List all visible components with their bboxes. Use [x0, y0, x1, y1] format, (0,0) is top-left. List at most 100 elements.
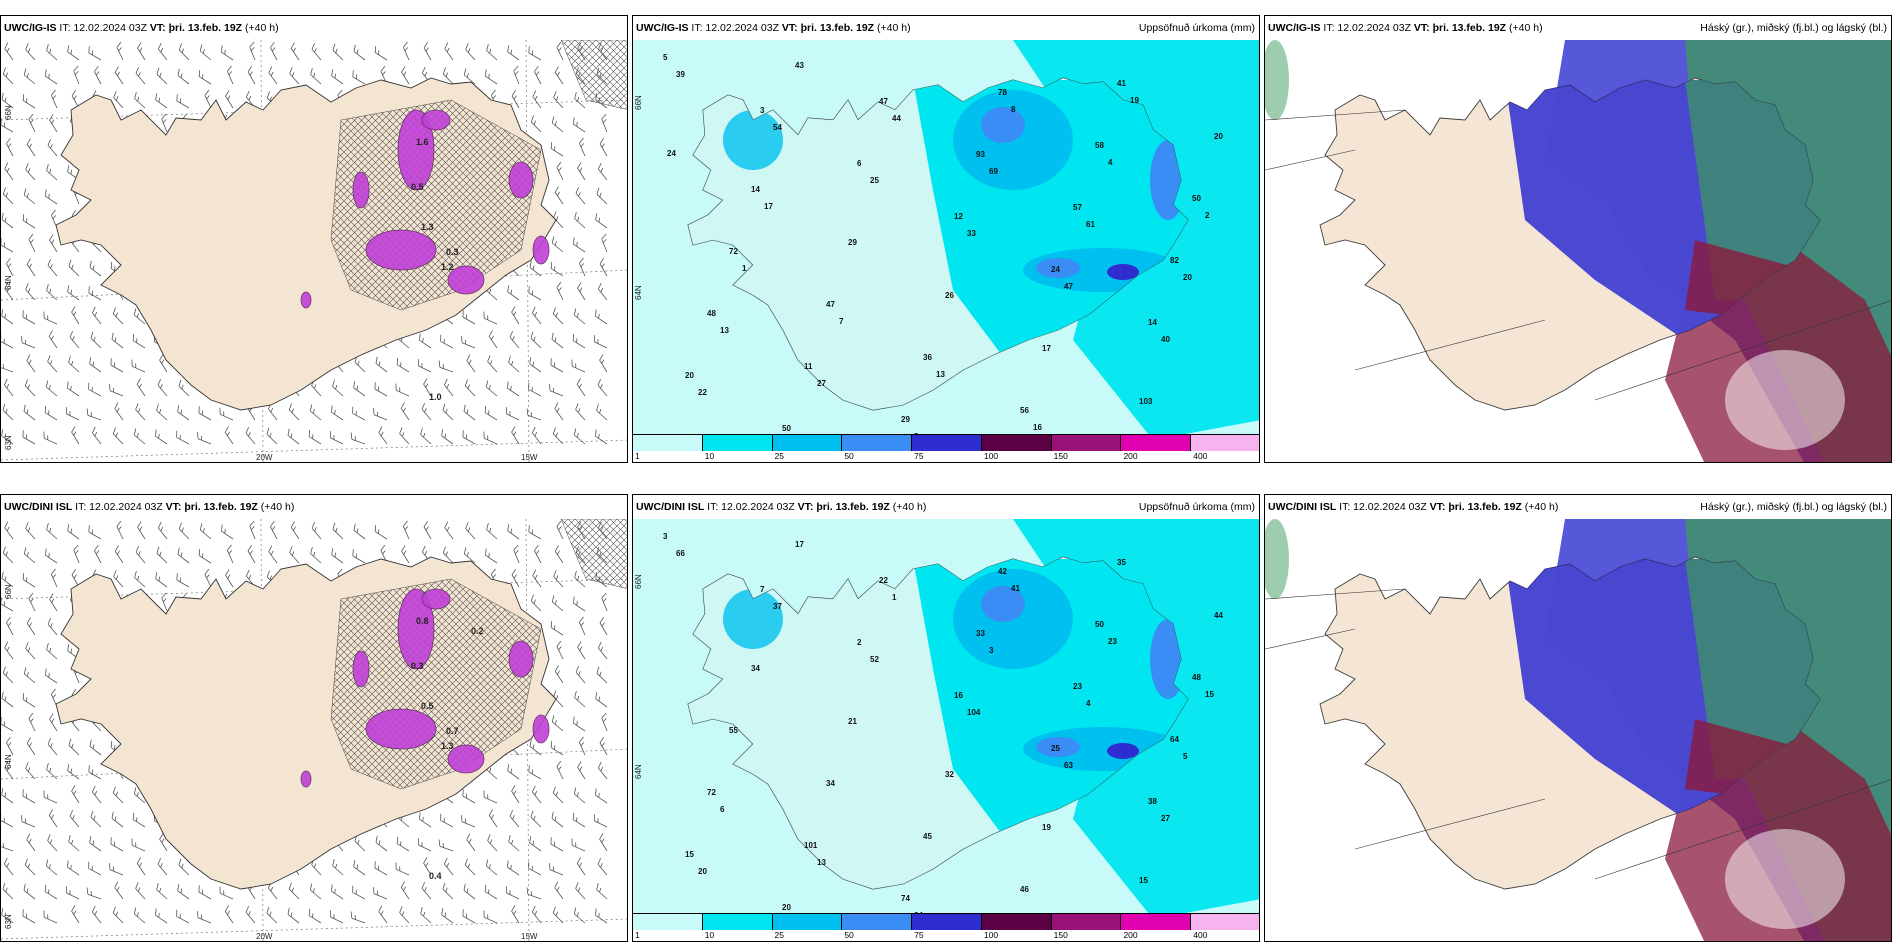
model-name: UWC/IG-IS	[4, 22, 57, 34]
snow-value-label: 1.2	[441, 262, 454, 272]
precip-value: 5	[1183, 752, 1188, 761]
precip-value: 22	[698, 388, 707, 397]
latitude-labels: 66N 64N 63N	[4, 105, 13, 450]
valid-time: VT: þri. 13.feb. 19Z	[781, 22, 875, 34]
colorbar-tick-label: 100	[983, 451, 999, 461]
precip-colorbar: 1 10 25 50 75 100 150 200 400	[633, 434, 1259, 462]
model-name: UWC/IG-IS	[636, 22, 689, 34]
colorbar-swatch	[1191, 914, 1259, 930]
init-time: IT: 12.02.2024 03Z	[688, 22, 782, 34]
colorbar-swatches	[633, 434, 1259, 451]
snow-value-label: 1.3	[421, 222, 434, 232]
precip-value: 36	[923, 353, 932, 362]
snow-value-label: 1.3	[441, 741, 454, 751]
precip-value: 41	[1011, 584, 1020, 593]
map-panel-wind: UWC/DINI ISL IT: 12.02.2024 03Z VT: þri.…	[0, 494, 628, 942]
init-time: IT: 12.02.2024 03Z	[704, 501, 798, 513]
snow-value-label: 0.3	[411, 661, 424, 671]
precip-value: 69	[989, 167, 998, 176]
colorbar-tick-label: 400	[1193, 930, 1208, 940]
colorbar-tick-label: 75	[914, 451, 924, 461]
colorbar-swatch	[1121, 435, 1192, 451]
panel-header: UWC/IG-IS IT: 12.02.2024 03Z VT: þri. 13…	[1265, 16, 1891, 40]
precip-value: 3	[760, 106, 765, 115]
colorbar-swatch	[633, 914, 703, 930]
colorbar-swatch	[633, 435, 703, 451]
precip-value: 4	[1108, 158, 1113, 167]
snow-labels: 1.0 0.5 1.3 1.6 1.2 0.3	[411, 137, 459, 402]
valid-time: VT: þri. 13.feb. 19Z	[149, 22, 243, 34]
precip-value: 12	[954, 212, 963, 221]
model-name: UWC/DINI ISL	[4, 501, 73, 513]
precip-value: 45	[923, 832, 932, 841]
precip-value: 3	[989, 646, 994, 655]
precip-value: 101	[804, 841, 818, 850]
precip-value: 35	[1117, 558, 1126, 567]
precip-value: 1	[892, 593, 897, 602]
field-title: Háský (gr.), miðský (fj.bl.) og lágský (…	[1700, 501, 1887, 513]
colorbar-tick-label: 10	[704, 930, 715, 940]
snow-labels: 0.4 0.3 0.5 0.8 1.3 0.7 0.2	[411, 616, 484, 881]
map-canvas: 0.4 0.3 0.5 0.8 1.3 0.7 0.2 20W 15W 66N 64N 63N	[1, 519, 627, 941]
latitude-label: 64N	[634, 764, 643, 779]
colorbar-tick-label: 50	[844, 930, 854, 940]
colorbar-swatch	[772, 435, 843, 451]
colorbar-swatch	[1191, 435, 1259, 451]
colorbar-tick-label: 1	[635, 451, 640, 461]
precip-value: 26	[945, 291, 954, 300]
precip-value: 44	[1214, 611, 1223, 620]
colorbar-swatch	[981, 914, 1052, 930]
latitude-label: 63N	[4, 914, 13, 929]
valid-time: VT: þri. 13.feb. 19Z	[797, 501, 890, 513]
lead-time: (+40 h)	[257, 501, 295, 513]
field-title: Uppsöfnuð úrkoma (mm)	[1138, 501, 1255, 513]
colorbar-swatch	[1051, 435, 1122, 451]
latitude-labels: 66N 64N 63N	[4, 584, 13, 929]
precip-value: 57	[1073, 203, 1082, 212]
precip-value: 6	[857, 159, 862, 168]
precip-value: 33	[967, 229, 976, 238]
panel-header: UWC/IG-IS IT: 12.02.2024 03Z VT: þri. 13…	[633, 16, 1259, 40]
model-name: UWC/DINI ISL	[636, 501, 705, 513]
precip-value: 29	[901, 415, 910, 424]
map-panel-cloud: UWC/DINI ISL IT: 12.02.2024 03Z VT: þri.…	[1264, 494, 1892, 942]
snow-value-label: 0.5	[411, 182, 424, 192]
precip-value: 14	[1148, 318, 1157, 327]
precip-value: 4	[1086, 699, 1091, 708]
precip-value: 16	[1033, 423, 1042, 432]
latitude-label: 64N	[4, 275, 13, 290]
init-time: IT: 12.02.2024 03Z	[1336, 501, 1430, 513]
precip-value: 20	[685, 371, 694, 380]
map-canvas: 1.0 0.5 1.3 1.6 1.2 0.3 20W 15W 66N 64N 63N	[1, 40, 627, 462]
precip-value: 24	[667, 149, 676, 158]
precip-value: 47	[879, 97, 888, 106]
colorbar-tick-label: 1	[635, 930, 640, 940]
colorbar-swatch	[1051, 914, 1122, 930]
valid-time: VT: þri. 13.feb. 19Z	[165, 501, 258, 513]
map-canvas	[1265, 40, 1891, 462]
latitude-label: 66N	[4, 105, 13, 120]
precip-value: 21	[848, 717, 857, 726]
precip-value: 50	[782, 424, 791, 433]
latitude-label: 66N	[4, 584, 13, 599]
init-time: IT: 12.02.2024 03Z	[56, 22, 150, 34]
snow-value-label: 0.8	[416, 616, 429, 626]
lead-time: (+40 h)	[1521, 501, 1559, 513]
precip-value: 74	[901, 894, 910, 903]
longitude-label: 15W	[521, 453, 538, 462]
precip-value: 47	[1064, 282, 1073, 291]
precip-value: 29	[848, 238, 857, 247]
precip-value: 15	[685, 850, 694, 859]
precip-value: 58	[1095, 141, 1104, 150]
colorbar-tick-label: 50	[844, 451, 854, 461]
colorbar-tick-label: 150	[1053, 451, 1068, 461]
precip-value: 72	[729, 247, 738, 256]
colorbar-tick-label: 400	[1193, 451, 1208, 461]
colorbar-tick-label: 25	[774, 451, 785, 461]
colorbar-swatch	[912, 435, 982, 451]
precip-value: 78	[998, 88, 1007, 97]
init-time: IT: 12.02.2024 03Z	[1320, 22, 1414, 34]
colorbar-swatch	[702, 435, 773, 451]
precip-value: 8	[1011, 105, 1016, 114]
precip-value: 11	[804, 362, 813, 371]
